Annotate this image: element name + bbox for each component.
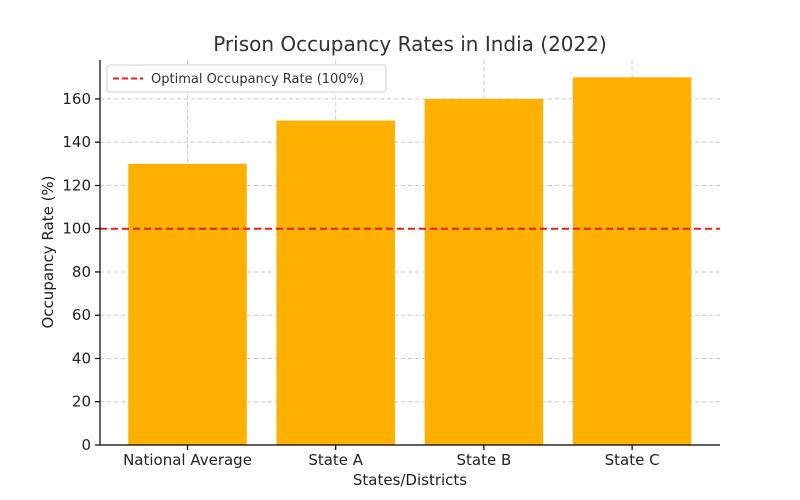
legend-entry-label: Optimal Occupancy Rate (100%): [151, 72, 364, 87]
legend: Optimal Occupancy Rate (100%): [106, 64, 387, 93]
y-tick-label: 0: [81, 436, 91, 454]
bar: [572, 77, 692, 445]
y-tick-label: 20: [72, 393, 91, 411]
x-tick-label: State A: [308, 451, 363, 469]
y-axis-label: Occupancy Rate (%): [39, 175, 57, 328]
bar: [276, 120, 395, 445]
y-tick-label: 80: [72, 263, 91, 281]
chart-title: Prison Occupancy Rates in India (2022): [213, 32, 607, 56]
bar: [424, 98, 544, 445]
legend-box: [106, 64, 387, 93]
y-tick-label: 60: [72, 306, 91, 324]
bar: [128, 163, 247, 445]
y-tick-label: 100: [62, 220, 91, 238]
bars: [128, 77, 692, 445]
y-tick-label: 160: [62, 90, 91, 108]
y-tick-label: 40: [72, 349, 91, 367]
axes: 0 20 40 60 80 100 120 140 160 National Average Sta…: [62, 60, 720, 469]
x-tick-label: State C: [605, 451, 660, 469]
x-axis-label: States/Districts: [353, 471, 467, 489]
x-tick-label: State B: [457, 451, 512, 469]
y-tick-label: 120: [62, 176, 91, 194]
y-tick-label: 140: [62, 133, 91, 151]
x-tick-label: National Average: [123, 451, 252, 469]
